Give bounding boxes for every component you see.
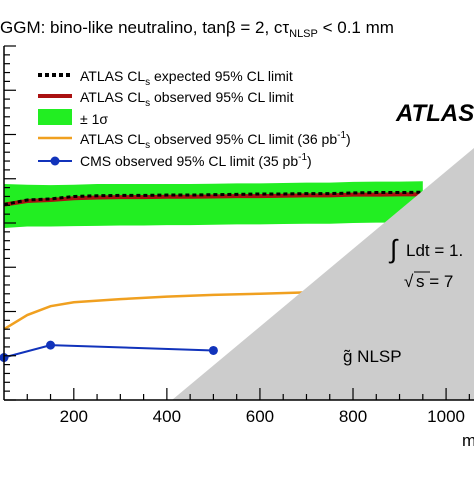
band-1sigma [4, 181, 423, 228]
legend-label-atlas36: ATLAS CLs observed 95% CL limit (36 pb-1… [80, 130, 351, 151]
legend-swatch-cms-marker [50, 156, 60, 166]
legend-label-observed: ATLAS CLs observed 95% CL limit [80, 89, 294, 109]
legend: ATLAS CLs expected 95% CL limit ATLAS CL… [38, 68, 351, 169]
x-tick-label: 200 [60, 407, 88, 426]
x-axis-label-fragment: m [462, 431, 474, 450]
sqrt-sign: √ [404, 272, 414, 291]
legend-label-cms: CMS observed 95% CL limit (35 pb-1) [80, 152, 312, 169]
atlas-label: ATLAS [395, 100, 474, 127]
x-tick-label: 400 [153, 407, 181, 426]
legend-label-band: ± 1σ [80, 111, 108, 127]
legend-swatch-band [38, 109, 72, 125]
excluded-region [172, 148, 474, 400]
cms-point [208, 345, 218, 355]
plot-area [0, 181, 423, 363]
chart-title: GGM: bino-like neutralino, tanβ = 2, cτN… [0, 18, 394, 40]
luminosity-label: Ldt = 1. [406, 241, 463, 260]
series-cms-line [3, 344, 214, 359]
x-tick-label: 800 [339, 407, 367, 426]
integral-sign: ∫ [388, 234, 399, 264]
cms-point [46, 340, 56, 350]
axes: 200 400 600 800 1000 [3, 45, 474, 426]
x-tick-label: 1000 [427, 407, 465, 426]
series-expected-line [3, 190, 423, 207]
series-observed-line [3, 192, 423, 207]
nlsp-label: g̃ NLSP [343, 347, 402, 366]
x-tick-label: 600 [246, 407, 274, 426]
legend-label-expected: ATLAS CLs expected 95% CL limit [80, 68, 293, 88]
energy-label: s = 7 [416, 272, 453, 291]
